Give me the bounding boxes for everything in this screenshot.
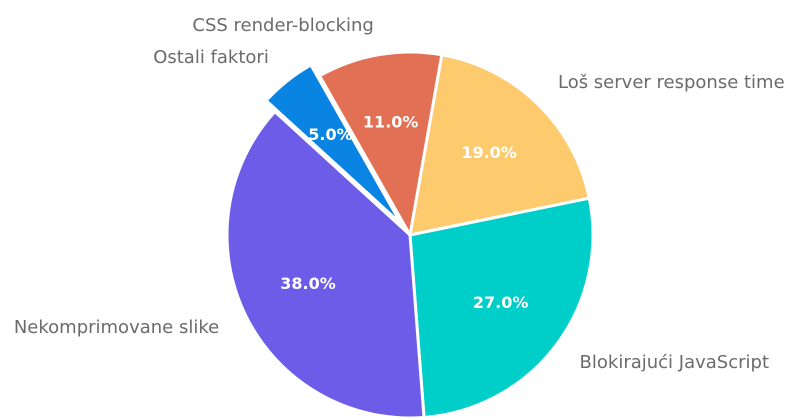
pie-slice-nekomprimovane-slike <box>225 110 426 420</box>
slice-value-label-blokirajuci-javascript: 27.0% <box>473 293 529 312</box>
slice-category-label-nekomprimovane-slike: Nekomprimovane slike <box>14 317 219 338</box>
slice-value-label-css-render-blocking: 11.0% <box>363 113 419 132</box>
pie-category-labels: Loš server response time Blokirajući Java… <box>14 15 785 373</box>
pie-slice-los-server-response-time <box>408 53 591 237</box>
slice-category-label-los-server-response-time: Loš server response time <box>558 72 785 93</box>
pie-slices <box>225 50 595 420</box>
slice-category-label-ostali-faktori: Ostali faktori <box>153 47 269 68</box>
slice-value-label-ostali-faktori: 5.0% <box>308 125 352 144</box>
slice-value-label-los-server-response-time: 19.0% <box>461 143 517 162</box>
pie-slice-ostali-faktori <box>264 63 403 226</box>
slice-value-label-nekomprimovane-slike: 38.0% <box>280 274 336 293</box>
slice-category-label-blokirajuci-javascript: Blokirajući JavaScript <box>580 352 769 373</box>
pie-slice-blokirajuci-javascript <box>408 196 595 419</box>
pie-value-labels: 19.0% 27.0% 38.0% 5.0% 11.0% <box>280 113 528 312</box>
slice-category-label-css-render-blocking: CSS render-blocking <box>192 15 373 36</box>
pie-slice-css-render-blocking <box>318 50 444 237</box>
